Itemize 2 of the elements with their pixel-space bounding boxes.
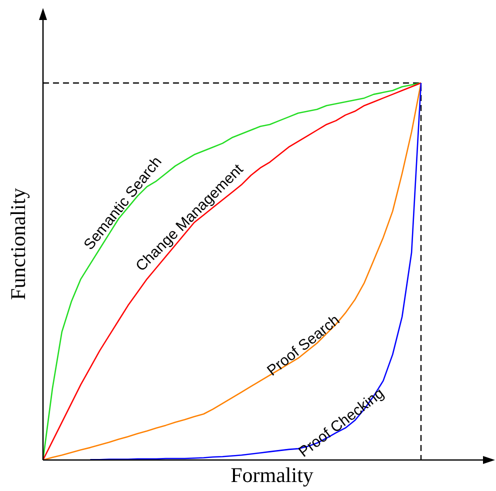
y-axis-title: Functionality xyxy=(6,188,30,300)
x-axis-title: Formality xyxy=(230,463,314,487)
